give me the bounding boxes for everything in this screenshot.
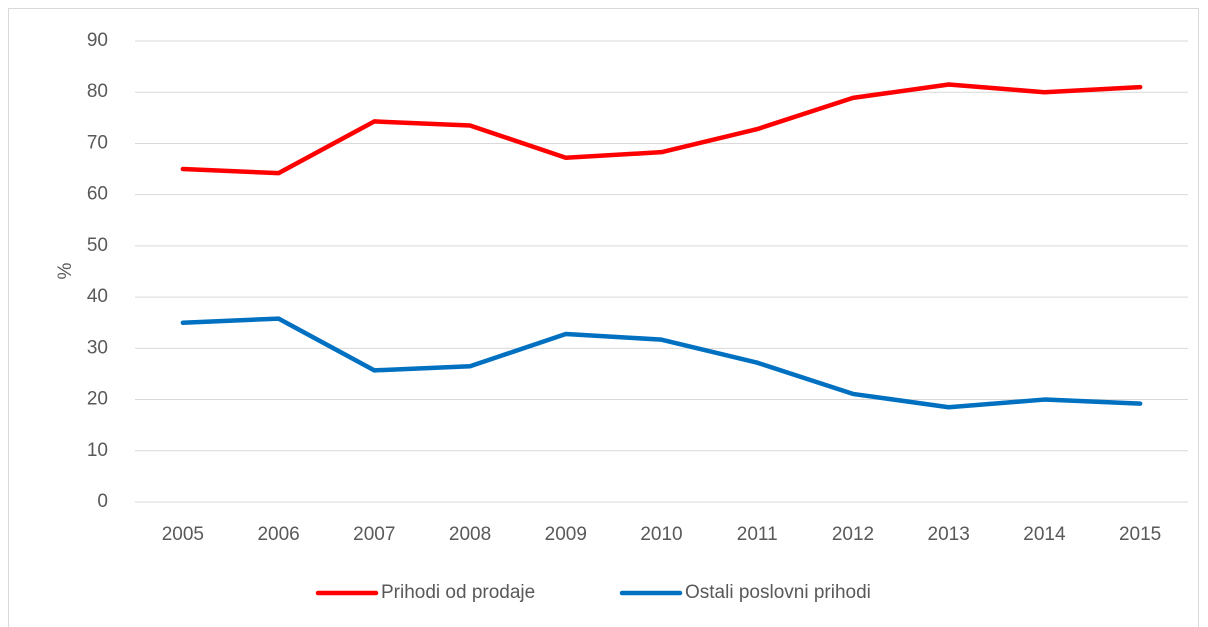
chart-border (8, 8, 1199, 627)
y-tick-label: 30 (87, 337, 108, 358)
series-line (180, 82, 1143, 176)
x-tick-label: 2006 (257, 524, 299, 545)
y-tick-label: 80 (87, 81, 108, 102)
y-tick-label: 10 (87, 440, 108, 461)
x-tick-label: 2008 (449, 524, 491, 545)
x-tick-label: 2014 (1023, 524, 1066, 545)
x-tick-label: 2007 (353, 524, 395, 545)
y-tick-label: 20 (87, 389, 108, 410)
x-tick-label: 2009 (545, 524, 587, 545)
y-axis-label: % (55, 262, 76, 279)
x-tick-label: 2013 (928, 524, 970, 545)
x-tick-label: 2005 (162, 524, 204, 545)
x-tick-label: 2012 (832, 524, 874, 545)
x-tick-label: 2010 (640, 524, 682, 545)
x-tick-label: 2011 (737, 524, 778, 545)
x-tick-label: 2015 (1119, 524, 1161, 545)
y-tick-label: 90 (87, 30, 108, 51)
y-tick-label: 0 (97, 491, 108, 512)
y-tick-label: 60 (87, 184, 108, 205)
series-line (180, 316, 1143, 410)
y-tick-label: 40 (87, 286, 108, 307)
y-tick-label: 70 (87, 132, 108, 153)
legend-label: Prihodi od prodaje (381, 582, 535, 603)
legend-label: Ostali poslovni prihodi (685, 582, 871, 603)
y-tick-label: 50 (87, 235, 108, 256)
